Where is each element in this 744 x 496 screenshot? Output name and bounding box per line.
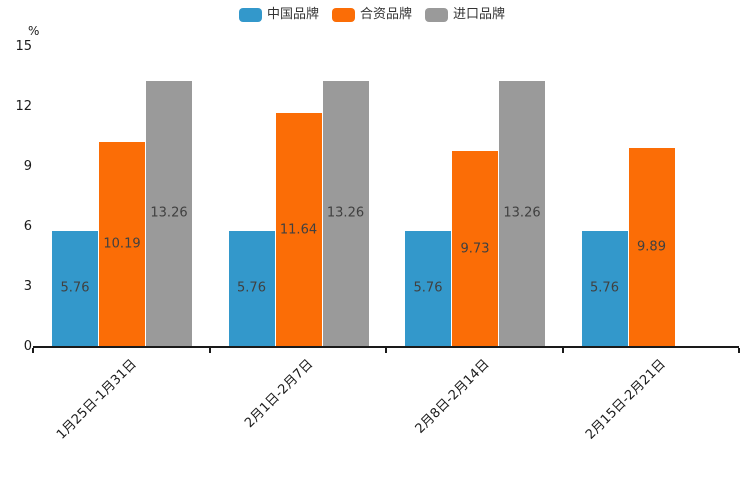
y-axis-tick-label: 6 [23,219,32,234]
bar-value-label: 9.89 [637,239,666,255]
bar-series3-group1 [146,80,192,346]
legend-item-series2[interactable]: 合资品牌 [331,7,412,23]
bar-series2-group1 [99,142,145,346]
y-axis-tick-label: 0 [23,339,32,354]
legend-swatch-icon [238,8,262,22]
bar-series2-group3 [452,151,498,346]
x-axis-label: 1月25日-1月31日 [53,356,140,443]
bar-series2-group4 [628,148,675,346]
legend-label: 合资品牌 [359,7,412,22]
bar-series1-group2 [228,230,275,346]
bar-series2-group2 [275,113,322,346]
y-axis-tick-label: 12 [15,99,32,114]
bar-series1-group4 [581,230,628,346]
bar-value-label: 13.26 [150,205,188,221]
bar-value-label: 5.76 [60,280,90,296]
legend-swatch-icon [425,8,448,22]
legend-label: 进口品牌 [453,7,506,22]
bar-series3-group3 [499,80,545,346]
y-axis-tick-label: 9 [23,159,32,174]
legend-item-series3[interactable]: 进口品牌 [425,7,505,23]
bar-value-label: 13.26 [326,205,365,221]
bar-value-label: 5.76 [413,280,443,296]
x-axis-tick [738,348,740,353]
legend-label: 中国品牌 [266,7,319,22]
y-axis-tick-label: 3 [23,279,32,294]
y-axis-tick-label: 15 [15,39,32,54]
bar-series1-group1 [52,230,98,346]
bar-series1-group3 [405,230,451,346]
x-axis-tick [385,348,387,353]
bar-value-label: 5.76 [237,280,266,296]
legend-swatch-icon [331,8,355,22]
bar-value-label: 11.64 [279,222,318,238]
x-axis-label: 2月15日-2月21日 [583,356,670,443]
y-axis-unit-label: % [28,24,40,38]
legend-item-series1[interactable]: 中国品牌 [238,7,319,23]
x-axis-tick [561,348,564,353]
bar-value-label: 13.26 [503,205,541,221]
bar-value-label: 9.73 [460,241,490,257]
x-axis-label: 2月8日-2月14日 [412,356,493,437]
x-axis-line [33,346,739,348]
x-axis-tick [208,348,211,353]
x-axis-label: 2月1日-2月7日 [242,356,317,431]
bar-value-label: 10.19 [103,236,141,252]
chart-legend: 中国品牌 合资品牌 进口品牌 [0,7,744,23]
bar-series3-group2 [322,80,369,346]
x-axis-tick [32,348,34,353]
bar-value-label: 5.76 [590,280,619,296]
